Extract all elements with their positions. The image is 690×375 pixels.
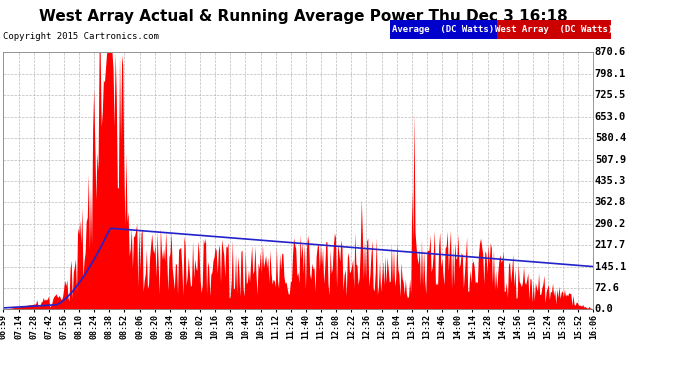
Text: 725.5: 725.5 [595, 90, 626, 101]
Text: 72.6: 72.6 [595, 283, 620, 293]
Text: Copyright 2015 Cartronics.com: Copyright 2015 Cartronics.com [3, 32, 159, 41]
Text: 507.9: 507.9 [595, 154, 626, 165]
Text: 290.2: 290.2 [595, 219, 626, 229]
Text: Average  (DC Watts): Average (DC Watts) [392, 25, 495, 34]
Text: 435.3: 435.3 [595, 176, 626, 186]
Text: 798.1: 798.1 [595, 69, 626, 79]
Text: 0.0: 0.0 [595, 304, 613, 314]
Text: West Array  (DC Watts): West Array (DC Watts) [495, 25, 613, 34]
Text: 145.1: 145.1 [595, 262, 626, 272]
Text: West Array Actual & Running Average Power Thu Dec 3 16:18: West Array Actual & Running Average Powe… [39, 9, 568, 24]
Text: 870.6: 870.6 [595, 48, 626, 57]
Text: 362.8: 362.8 [595, 197, 626, 207]
Text: 217.7: 217.7 [595, 240, 626, 250]
Text: 653.0: 653.0 [595, 112, 626, 122]
Text: 580.4: 580.4 [595, 133, 626, 143]
